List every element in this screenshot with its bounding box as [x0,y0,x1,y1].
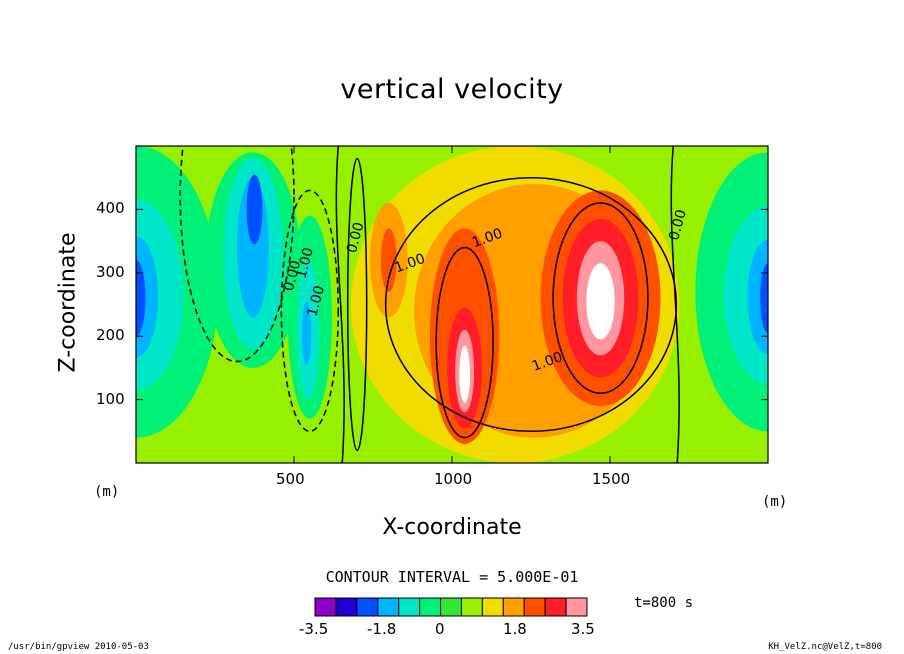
contour-label: 0.00 [281,259,305,293]
colorbar-swatch [440,597,462,617]
x-axis-label: X-coordinate [382,515,522,540]
colorbar-tick-label: 0 [435,620,445,638]
contour-field: 1.001.001.001.000.00 0.000.001.00 [136,146,768,463]
footer-left: /usr/bin/gpview 2010-05-03 [8,642,149,652]
contour-line [435,246,494,439]
updraft-region [586,263,615,340]
downdraft-region [246,174,263,245]
contour-line [384,176,678,433]
contour-label: 0.00 [344,221,368,255]
downdraft-region [760,263,768,334]
contour-label: 0.00 [666,208,690,242]
colorbar-swatch [335,597,358,617]
y-tick-label: 200 [96,326,125,345]
colorbar-swatch [523,597,546,617]
y-unit-label: (m) [762,494,788,510]
colorbar-swatch [544,597,567,617]
colorbar-tick-label: -3.5 [299,620,329,638]
downdraft-region [747,239,768,354]
zero-contour-line [670,146,680,463]
contour-interval-label: CONTOUR INTERVAL = 5.000E-01 [325,568,579,586]
y-tick-label: 300 [96,262,125,281]
y-tick-label: 400 [96,199,125,218]
contour-label: 1.00 [305,284,329,318]
colorbar [314,597,588,617]
x-unit-label-left: (m) [94,484,120,500]
contour-label: 1.00 [293,246,317,280]
downdraft-region [136,260,146,337]
colorbar-swatch [356,597,379,617]
x-tick-label: 1000 [434,470,473,488]
updraft-region [380,228,397,292]
colorbar-swatch [565,597,588,617]
contour-line [346,157,368,452]
time-label: t=800 s [634,595,694,611]
contour-line [552,202,649,395]
colorbar-swatch [398,597,421,617]
x-tick-label: 1500 [592,470,631,488]
colorbar-swatch [377,597,400,617]
zero-contour-line [335,146,345,463]
contour-line [179,146,295,363]
chart-title: vertical velocity [340,74,564,105]
colorbar-swatch [460,597,483,617]
x-tick-label: 500 [276,470,305,488]
colorbar-swatch [502,597,525,617]
contour-line [280,189,339,433]
updraft-region [459,345,471,403]
colorbar-tick-label: 3.5 [571,620,595,638]
colorbar-tick-label: 1.8 [503,620,527,638]
footer-right: KH_VelZ.nc@VelZ,t=800 [768,642,882,652]
colorbar-swatch [314,597,337,617]
y-axis-label: Z-coordinate [55,232,81,373]
colorbar-tick-label: -1.8 [367,620,397,638]
axis-ticks [136,146,768,463]
colorbar-swatch [481,597,504,617]
colorbar-swatch [419,597,442,617]
downdraft-region [301,301,312,365]
y-tick-label: 100 [96,389,125,408]
